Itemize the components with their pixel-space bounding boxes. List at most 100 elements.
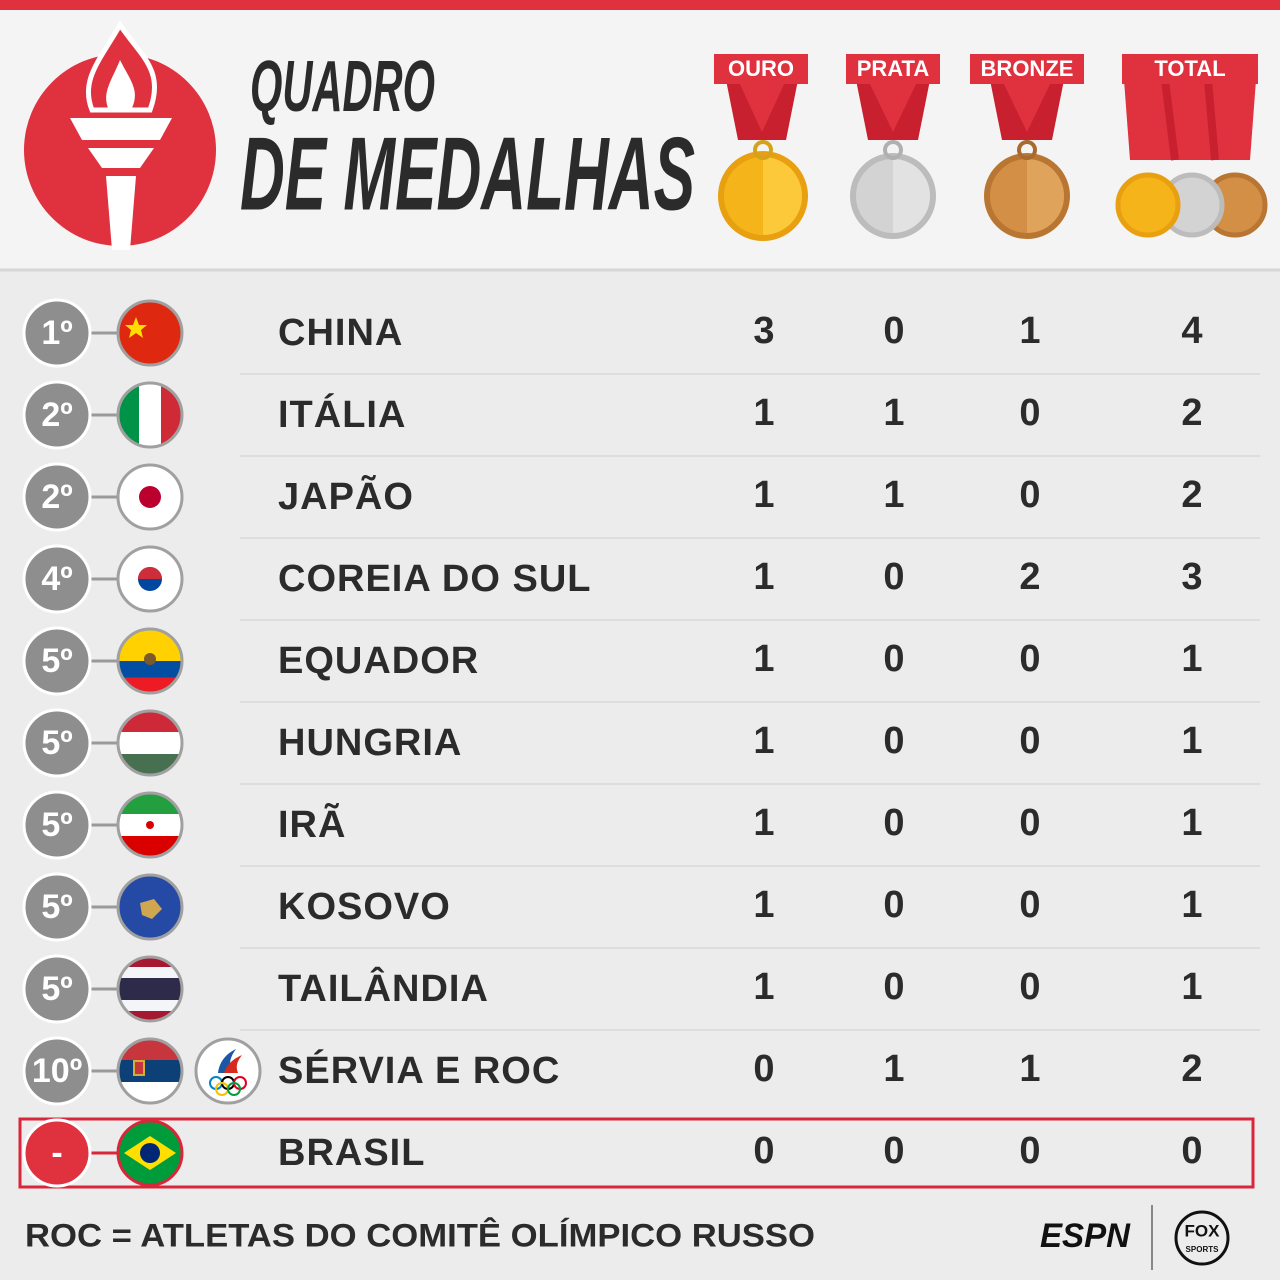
country-flag	[116, 1037, 184, 1105]
rank-label: 5º	[41, 642, 72, 680]
title-line-1: QUADRO	[250, 47, 435, 127]
rank-label: 4º	[41, 560, 72, 598]
medal-count: 1	[1181, 802, 1202, 844]
country-name: ITÁLIA	[278, 392, 406, 436]
medal-count: 1	[753, 884, 774, 926]
rank-badge	[22, 544, 92, 614]
footer-note: ROC = ATLETAS DO COMITÊ OLÍMPICO RUSSO	[25, 1217, 815, 1253]
table-row: 5º TAILÂNDIA 1 0 0 1	[22, 947, 1260, 1024]
fox-logo-sports: SPORTS	[1186, 1245, 1220, 1254]
rank-badge	[22, 790, 92, 860]
rank-label: 2º	[41, 396, 72, 434]
medal-count: 0	[753, 1048, 774, 1090]
flag-stripe	[119, 1000, 181, 1011]
medal-count: 4	[1181, 310, 1202, 352]
table-row: - BRASIL 0 0 0 0	[18, 1117, 1255, 1189]
medal-count: 1	[753, 556, 774, 598]
roc-flame	[224, 1055, 242, 1073]
rank-label: 5º	[41, 806, 72, 844]
medal-count: 1	[883, 1048, 904, 1090]
flag-body	[119, 794, 181, 856]
flag-stripe	[119, 978, 181, 1000]
flag-stripe	[119, 661, 181, 678]
espn-logo: ESPN	[1040, 1217, 1131, 1255]
table-row: 5º HUNGRIA 1 0 0 1	[22, 701, 1260, 778]
flag-stripe	[119, 302, 181, 364]
medal-count: 0	[1019, 638, 1040, 680]
flag-emblem	[144, 653, 156, 665]
column-header: OURO	[728, 56, 794, 81]
flag-border	[116, 1037, 184, 1105]
table-row: 4º COREIA DO SUL 1 0 2 3	[22, 537, 1260, 614]
medal-count: 1	[753, 392, 774, 434]
flag-stripe	[119, 1040, 181, 1060]
roc-ring	[227, 1082, 241, 1096]
country-flag	[116, 709, 184, 777]
flag-stripe	[119, 1011, 181, 1020]
fox-logo: FOX	[1185, 1221, 1221, 1240]
bronze-header: BRONZE	[970, 54, 1084, 239]
rank-badge	[22, 626, 92, 696]
flag-disc	[139, 486, 161, 508]
flag-stripe	[119, 794, 181, 814]
country-flag	[116, 299, 184, 367]
medal-count: 1	[1019, 310, 1040, 352]
flag-border	[116, 709, 184, 777]
medal-count: 0	[1019, 802, 1040, 844]
flag-border	[116, 791, 184, 859]
country-flag	[116, 791, 184, 859]
flag-stripe	[119, 1082, 181, 1102]
flag-map	[140, 899, 162, 919]
fox-logo-ring	[1174, 1210, 1230, 1266]
country-name: IRÃ	[278, 802, 346, 846]
country-name: EQUADOR	[278, 640, 479, 682]
medal-count: 2	[1181, 392, 1202, 434]
medal-count: 2	[1181, 1048, 1202, 1090]
country-name: CHINA	[278, 312, 403, 354]
column-header: TOTAL	[1154, 56, 1225, 81]
flag-body	[119, 302, 181, 364]
country-flag	[116, 627, 184, 695]
rank-label: -	[51, 1134, 62, 1172]
country-name: TAILÂNDIA	[278, 966, 489, 1010]
flag-body	[119, 876, 181, 938]
silver-header: PRATA	[846, 54, 940, 239]
medal-count: 1	[1181, 884, 1202, 926]
flag-body	[119, 548, 181, 610]
flag-stripe	[119, 1060, 181, 1082]
flag-stripe	[119, 732, 181, 754]
country-flag	[116, 381, 184, 449]
country-flag	[116, 545, 184, 613]
rank-label: 2º	[41, 478, 72, 516]
medal-count: 0	[883, 1130, 904, 1172]
flag-border	[116, 381, 184, 449]
medal-count: 3	[753, 310, 774, 352]
medal-count: 0	[1181, 1130, 1202, 1172]
medal-count: 1	[1181, 720, 1202, 762]
medal-rows: 1º CHINA 3 0 1 4 2º ITÁLIA 1 1 0 2 2º JAPÃO 1 1 0 2 4º CORE…	[18, 298, 1260, 1189]
medal-count: 0	[883, 638, 904, 680]
rank-label: 5º	[41, 888, 72, 926]
top-bar	[0, 0, 1280, 10]
country-name: BRASIL	[278, 1132, 425, 1174]
flag-stripe	[119, 958, 181, 967]
medal-count: 1	[753, 720, 774, 762]
gold-header: OURO	[714, 54, 808, 241]
medal-count: 0	[883, 310, 904, 352]
rank-badge	[22, 1118, 92, 1188]
rank-badge	[22, 298, 92, 368]
country-name: HUNGRIA	[278, 722, 462, 764]
flag-border	[116, 627, 184, 695]
column-header: BRONZE	[981, 56, 1074, 81]
rank-label: 10º	[32, 1052, 82, 1090]
medal-count: 0	[883, 556, 904, 598]
medal-count: 1	[753, 474, 774, 516]
rank-badge	[22, 708, 92, 778]
country-name: SÉRVIA E ROC	[278, 1048, 560, 1092]
flag-stripe	[139, 384, 161, 446]
flag-star	[125, 317, 147, 338]
roc-logo	[194, 1037, 262, 1105]
table-row: 2º ITÁLIA 1 1 0 2	[22, 373, 1260, 450]
rank-badge	[22, 872, 92, 942]
medal-count: 2	[1181, 474, 1202, 516]
